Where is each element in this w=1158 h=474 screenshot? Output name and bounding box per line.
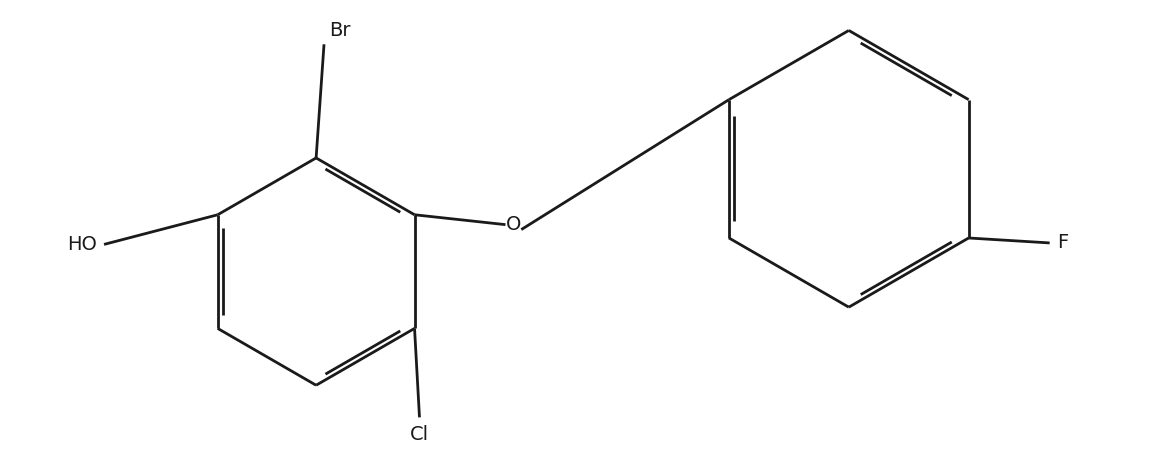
Text: Cl: Cl — [410, 425, 430, 444]
Text: HO: HO — [67, 235, 97, 254]
Text: F: F — [1057, 233, 1069, 253]
Text: O: O — [506, 215, 521, 234]
Text: Br: Br — [329, 21, 351, 40]
